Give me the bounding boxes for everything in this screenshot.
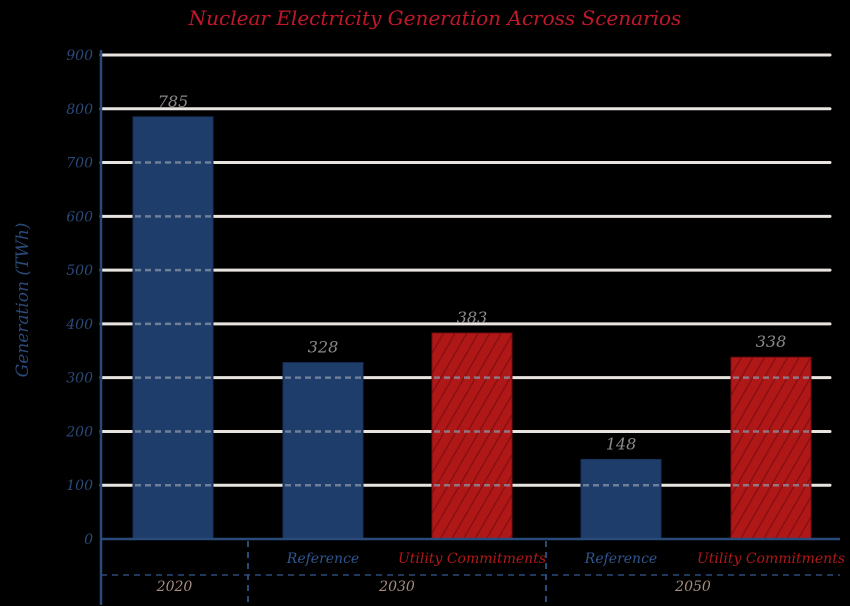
y-tick-label: 200 (65, 424, 93, 440)
bar-value-label: 338 (756, 332, 787, 351)
bar-value-label: 328 (308, 338, 339, 357)
group-label: 2030 (378, 579, 415, 595)
y-tick-label: 700 (66, 156, 93, 172)
bar (580, 458, 662, 540)
y-tick-label: 900 (66, 48, 93, 64)
y-tick-label: 0 (84, 532, 93, 548)
data-labels: 785 328 383 148 338 (158, 92, 787, 454)
grid-overlay (135, 161, 809, 487)
y-axis-label: Generation (TWh) (13, 223, 33, 378)
bar-category-label: Utility Commitments (697, 551, 845, 567)
bar (730, 356, 812, 540)
group-label: 2050 (674, 579, 711, 595)
y-tick-label: 600 (66, 209, 93, 225)
bar-category-label: Reference (286, 551, 359, 567)
bar (431, 332, 513, 540)
y-tick-label: 500 (66, 263, 93, 279)
bar-value-label: 383 (457, 308, 488, 327)
bar (132, 116, 214, 540)
y-tick-label: 800 (66, 102, 93, 118)
bar-category-label: Utility Commitments (398, 551, 546, 567)
bar-value-label: 148 (606, 434, 637, 453)
bars (132, 116, 812, 540)
x-category-labels: 2020 Reference Utility Commitments 2030 Refe… (101, 541, 845, 604)
bar-value-label: 785 (158, 92, 189, 111)
y-tick-label: 300 (66, 371, 93, 387)
bar-category-label: Reference (584, 551, 657, 567)
bar (282, 362, 364, 540)
y-tick-label: 100 (66, 478, 93, 494)
y-tick-label: 400 (65, 317, 93, 333)
group-label: 2020 (156, 579, 193, 595)
chart-title: Nuclear Electricity Generation Across Sc… (188, 6, 682, 30)
grid-lines (99, 53, 832, 487)
y-tick-labels: 0 100 200 300 400 500 600 700 800 900 (65, 48, 93, 548)
